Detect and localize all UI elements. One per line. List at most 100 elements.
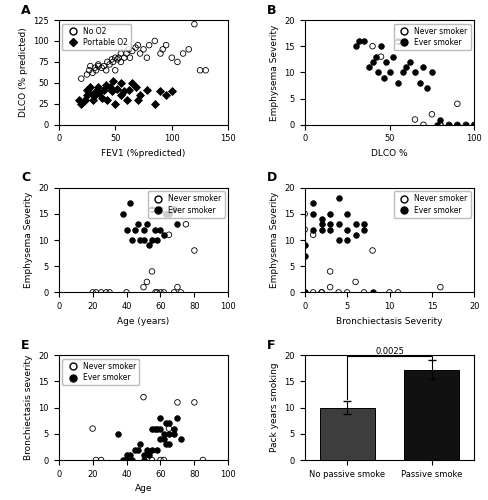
Point	[86, 62, 94, 70]
Point	[131, 446, 139, 454]
Point	[317, 215, 325, 223]
Point	[190, 398, 198, 406]
Point	[98, 94, 105, 102]
Point	[388, 52, 396, 60]
Point	[102, 80, 110, 88]
Point	[351, 278, 359, 286]
Point	[108, 87, 116, 95]
Text: 0.0025: 0.0025	[374, 346, 403, 356]
Point	[165, 210, 173, 218]
Point	[393, 37, 401, 45]
Point	[170, 204, 178, 212]
Point	[436, 121, 444, 129]
Point	[80, 98, 87, 106]
Y-axis label: Emphysema Severity: Emphysema Severity	[269, 192, 278, 288]
Point	[334, 236, 342, 244]
Text: D: D	[267, 172, 277, 184]
X-axis label: FEV1 (%predicted): FEV1 (%predicted)	[101, 149, 185, 158]
Point	[109, 77, 117, 85]
Y-axis label: Bronchiectasis severity: Bronchiectasis severity	[24, 355, 33, 461]
Point	[469, 121, 477, 129]
Point	[170, 424, 178, 432]
Point	[376, 52, 384, 60]
Point	[156, 204, 164, 212]
Point	[124, 86, 132, 94]
Point	[148, 204, 156, 212]
Point	[427, 110, 435, 118]
Point	[177, 435, 184, 443]
X-axis label: Bronchiectasis Severity: Bronchiectasis Severity	[336, 316, 442, 326]
Point	[142, 278, 150, 286]
Point	[92, 288, 100, 296]
Point	[102, 66, 110, 74]
Point	[156, 456, 164, 464]
Point	[469, 121, 477, 129]
Point	[162, 210, 169, 218]
Text: A: A	[21, 4, 31, 16]
Point	[117, 79, 124, 87]
Point	[343, 210, 350, 218]
Point	[452, 121, 460, 129]
Point	[88, 288, 96, 296]
Text: F: F	[267, 339, 275, 352]
Point	[422, 84, 430, 92]
Point	[162, 92, 170, 100]
Point	[405, 58, 413, 66]
Point	[134, 220, 142, 228]
Point	[92, 456, 100, 464]
Point	[351, 231, 359, 239]
Point	[92, 87, 100, 95]
Point	[81, 96, 88, 104]
Point	[144, 241, 152, 249]
Point	[83, 86, 91, 94]
Point	[139, 236, 147, 244]
Point	[98, 64, 105, 72]
Point	[105, 288, 113, 296]
Point	[167, 87, 175, 95]
Point	[136, 440, 144, 448]
Point	[308, 200, 316, 207]
Point	[85, 66, 93, 74]
Point	[432, 121, 440, 129]
Point	[325, 283, 333, 291]
Point	[173, 220, 181, 228]
Point	[444, 121, 452, 129]
Point	[119, 210, 127, 218]
Point	[165, 231, 173, 239]
Point	[136, 50, 144, 58]
Point	[91, 92, 99, 100]
Point	[126, 200, 134, 207]
Point	[75, 96, 83, 104]
Point	[317, 288, 325, 296]
Point	[134, 41, 142, 49]
Point	[111, 54, 119, 62]
Point	[170, 288, 178, 296]
Point	[122, 451, 130, 459]
Point	[142, 54, 150, 62]
Point	[300, 288, 308, 296]
Point	[317, 220, 325, 228]
Point	[117, 50, 124, 58]
Point	[162, 210, 169, 218]
Point	[300, 288, 308, 296]
Point	[308, 231, 316, 239]
Point	[427, 68, 435, 76]
Point	[371, 52, 379, 60]
Point	[300, 226, 308, 234]
Point	[365, 63, 372, 71]
Point	[165, 424, 173, 432]
Point	[334, 288, 342, 296]
Bar	[404, 370, 459, 460]
Point	[160, 456, 167, 464]
Point	[111, 100, 119, 108]
Point	[325, 220, 333, 228]
Point	[343, 226, 350, 234]
Point	[151, 226, 159, 234]
Point	[190, 20, 198, 28]
Point	[136, 236, 144, 244]
Point	[139, 393, 147, 401]
Point	[317, 226, 325, 234]
Point	[300, 252, 308, 260]
Point	[92, 66, 100, 74]
Point	[351, 42, 359, 50]
